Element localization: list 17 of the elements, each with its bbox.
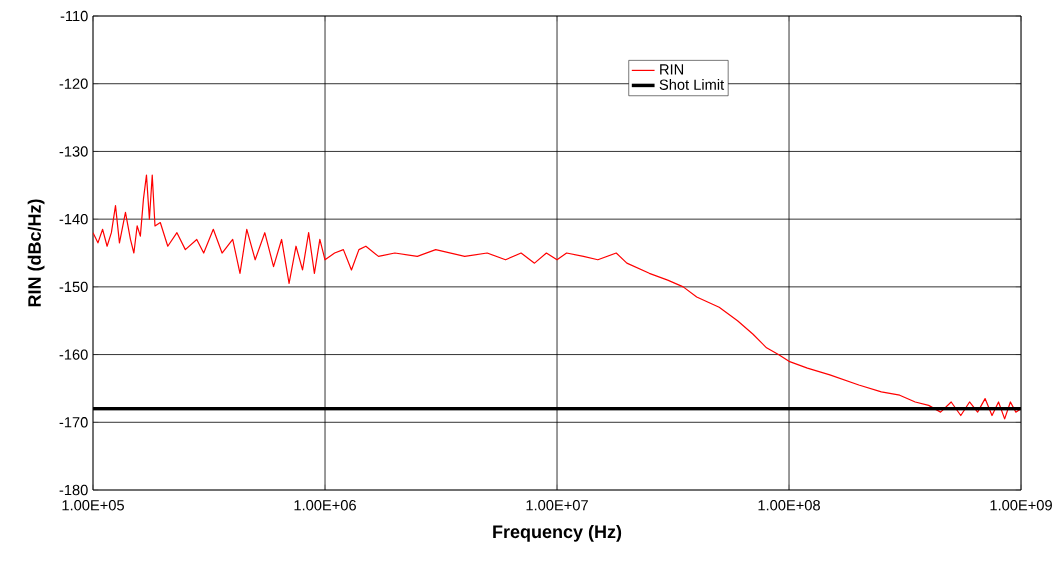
y-tick-label: -170 (59, 417, 88, 428)
x-tick-label: 1.00E+05 (62, 500, 124, 511)
x-tick-label: 1.00E+09 (990, 500, 1052, 511)
legend-label: Shot Limit (659, 79, 725, 90)
y-axis-title: RIN (dBc/Hz) (27, 199, 45, 307)
x-tick-label: 1.00E+06 (294, 500, 356, 511)
y-tick-label: -130 (59, 146, 88, 157)
y-tick-label: -160 (59, 349, 88, 360)
y-tick-label: -120 (59, 78, 88, 89)
x-tick-label: 1.00E+08 (758, 500, 820, 511)
x-tick-label: 1.00E+07 (526, 500, 588, 511)
y-tick-label: -180 (59, 484, 88, 496)
y-tick-label: -110 (60, 10, 88, 22)
legend-label: RIN (660, 64, 684, 75)
x-axis-title: Frequency (Hz) (493, 524, 622, 542)
y-tick-label: -140 (59, 213, 88, 225)
y-tick-label: -150 (59, 281, 88, 293)
